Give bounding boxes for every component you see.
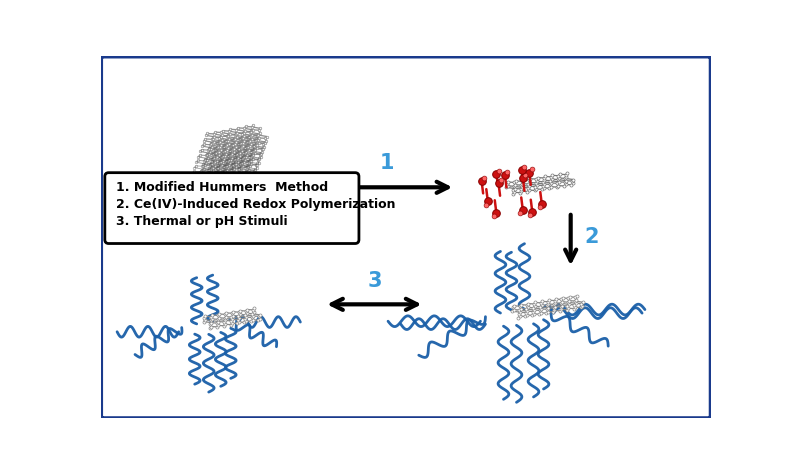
Text: 3. Thermal or pH Stimuli: 3. Thermal or pH Stimuli xyxy=(116,215,288,227)
Text: 3: 3 xyxy=(367,271,382,291)
FancyBboxPatch shape xyxy=(101,56,711,418)
Text: 2: 2 xyxy=(584,227,599,247)
Text: 1. Modified Hummers  Method: 1. Modified Hummers Method xyxy=(116,181,329,194)
FancyBboxPatch shape xyxy=(105,172,359,243)
Text: 2. Ce(IV)-Induced Redox Polymerization: 2. Ce(IV)-Induced Redox Polymerization xyxy=(116,198,396,211)
Text: 1: 1 xyxy=(380,153,394,173)
